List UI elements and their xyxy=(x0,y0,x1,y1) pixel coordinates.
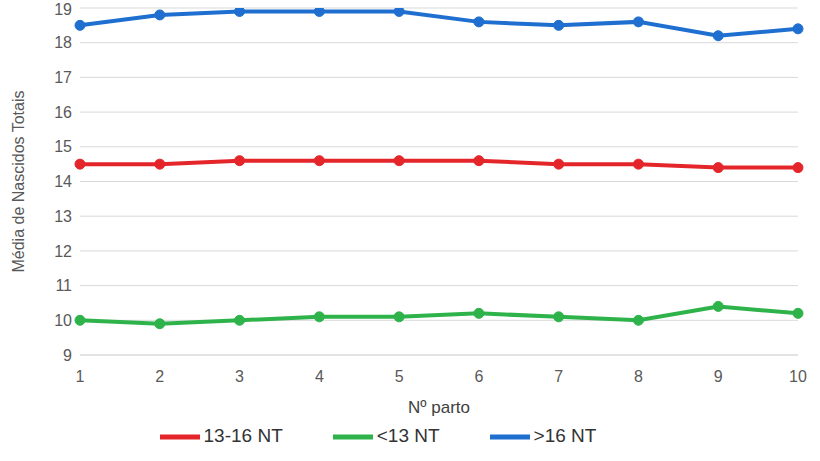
svg-text:12: 12 xyxy=(54,243,72,260)
svg-text:5: 5 xyxy=(395,368,404,385)
svg-text:7: 7 xyxy=(554,368,563,385)
svg-text:16: 16 xyxy=(54,104,72,121)
svg-text:1: 1 xyxy=(76,368,85,385)
svg-text:Nº parto: Nº parto xyxy=(408,398,470,417)
svg-text:15: 15 xyxy=(54,138,72,155)
svg-text:17: 17 xyxy=(54,69,72,86)
svg-text:3: 3 xyxy=(235,368,244,385)
svg-text:6: 6 xyxy=(474,368,483,385)
html-text:<13 NT: <13 NT xyxy=(376,425,440,446)
svg-text:4: 4 xyxy=(315,368,324,385)
svg-text:9: 9 xyxy=(63,347,72,364)
svg-text:10: 10 xyxy=(789,368,807,385)
svg-text:13: 13 xyxy=(54,208,72,225)
svg-text:11: 11 xyxy=(55,277,72,294)
html-text:>16 NT: >16 NT xyxy=(533,425,597,446)
svg-text:19: 19 xyxy=(54,1,72,18)
svg-text:10: 10 xyxy=(54,312,72,329)
svg-text:14: 14 xyxy=(54,173,72,190)
html-text:13-16 NT: 13-16 NT xyxy=(203,425,283,446)
svg-text:8: 8 xyxy=(634,368,643,385)
svg-text:9: 9 xyxy=(714,368,723,385)
svg-text:Média de Nascidos Totais: Média de Nascidos Totais xyxy=(10,90,27,272)
svg-text:2: 2 xyxy=(155,368,164,385)
svg-text:18: 18 xyxy=(54,34,72,51)
